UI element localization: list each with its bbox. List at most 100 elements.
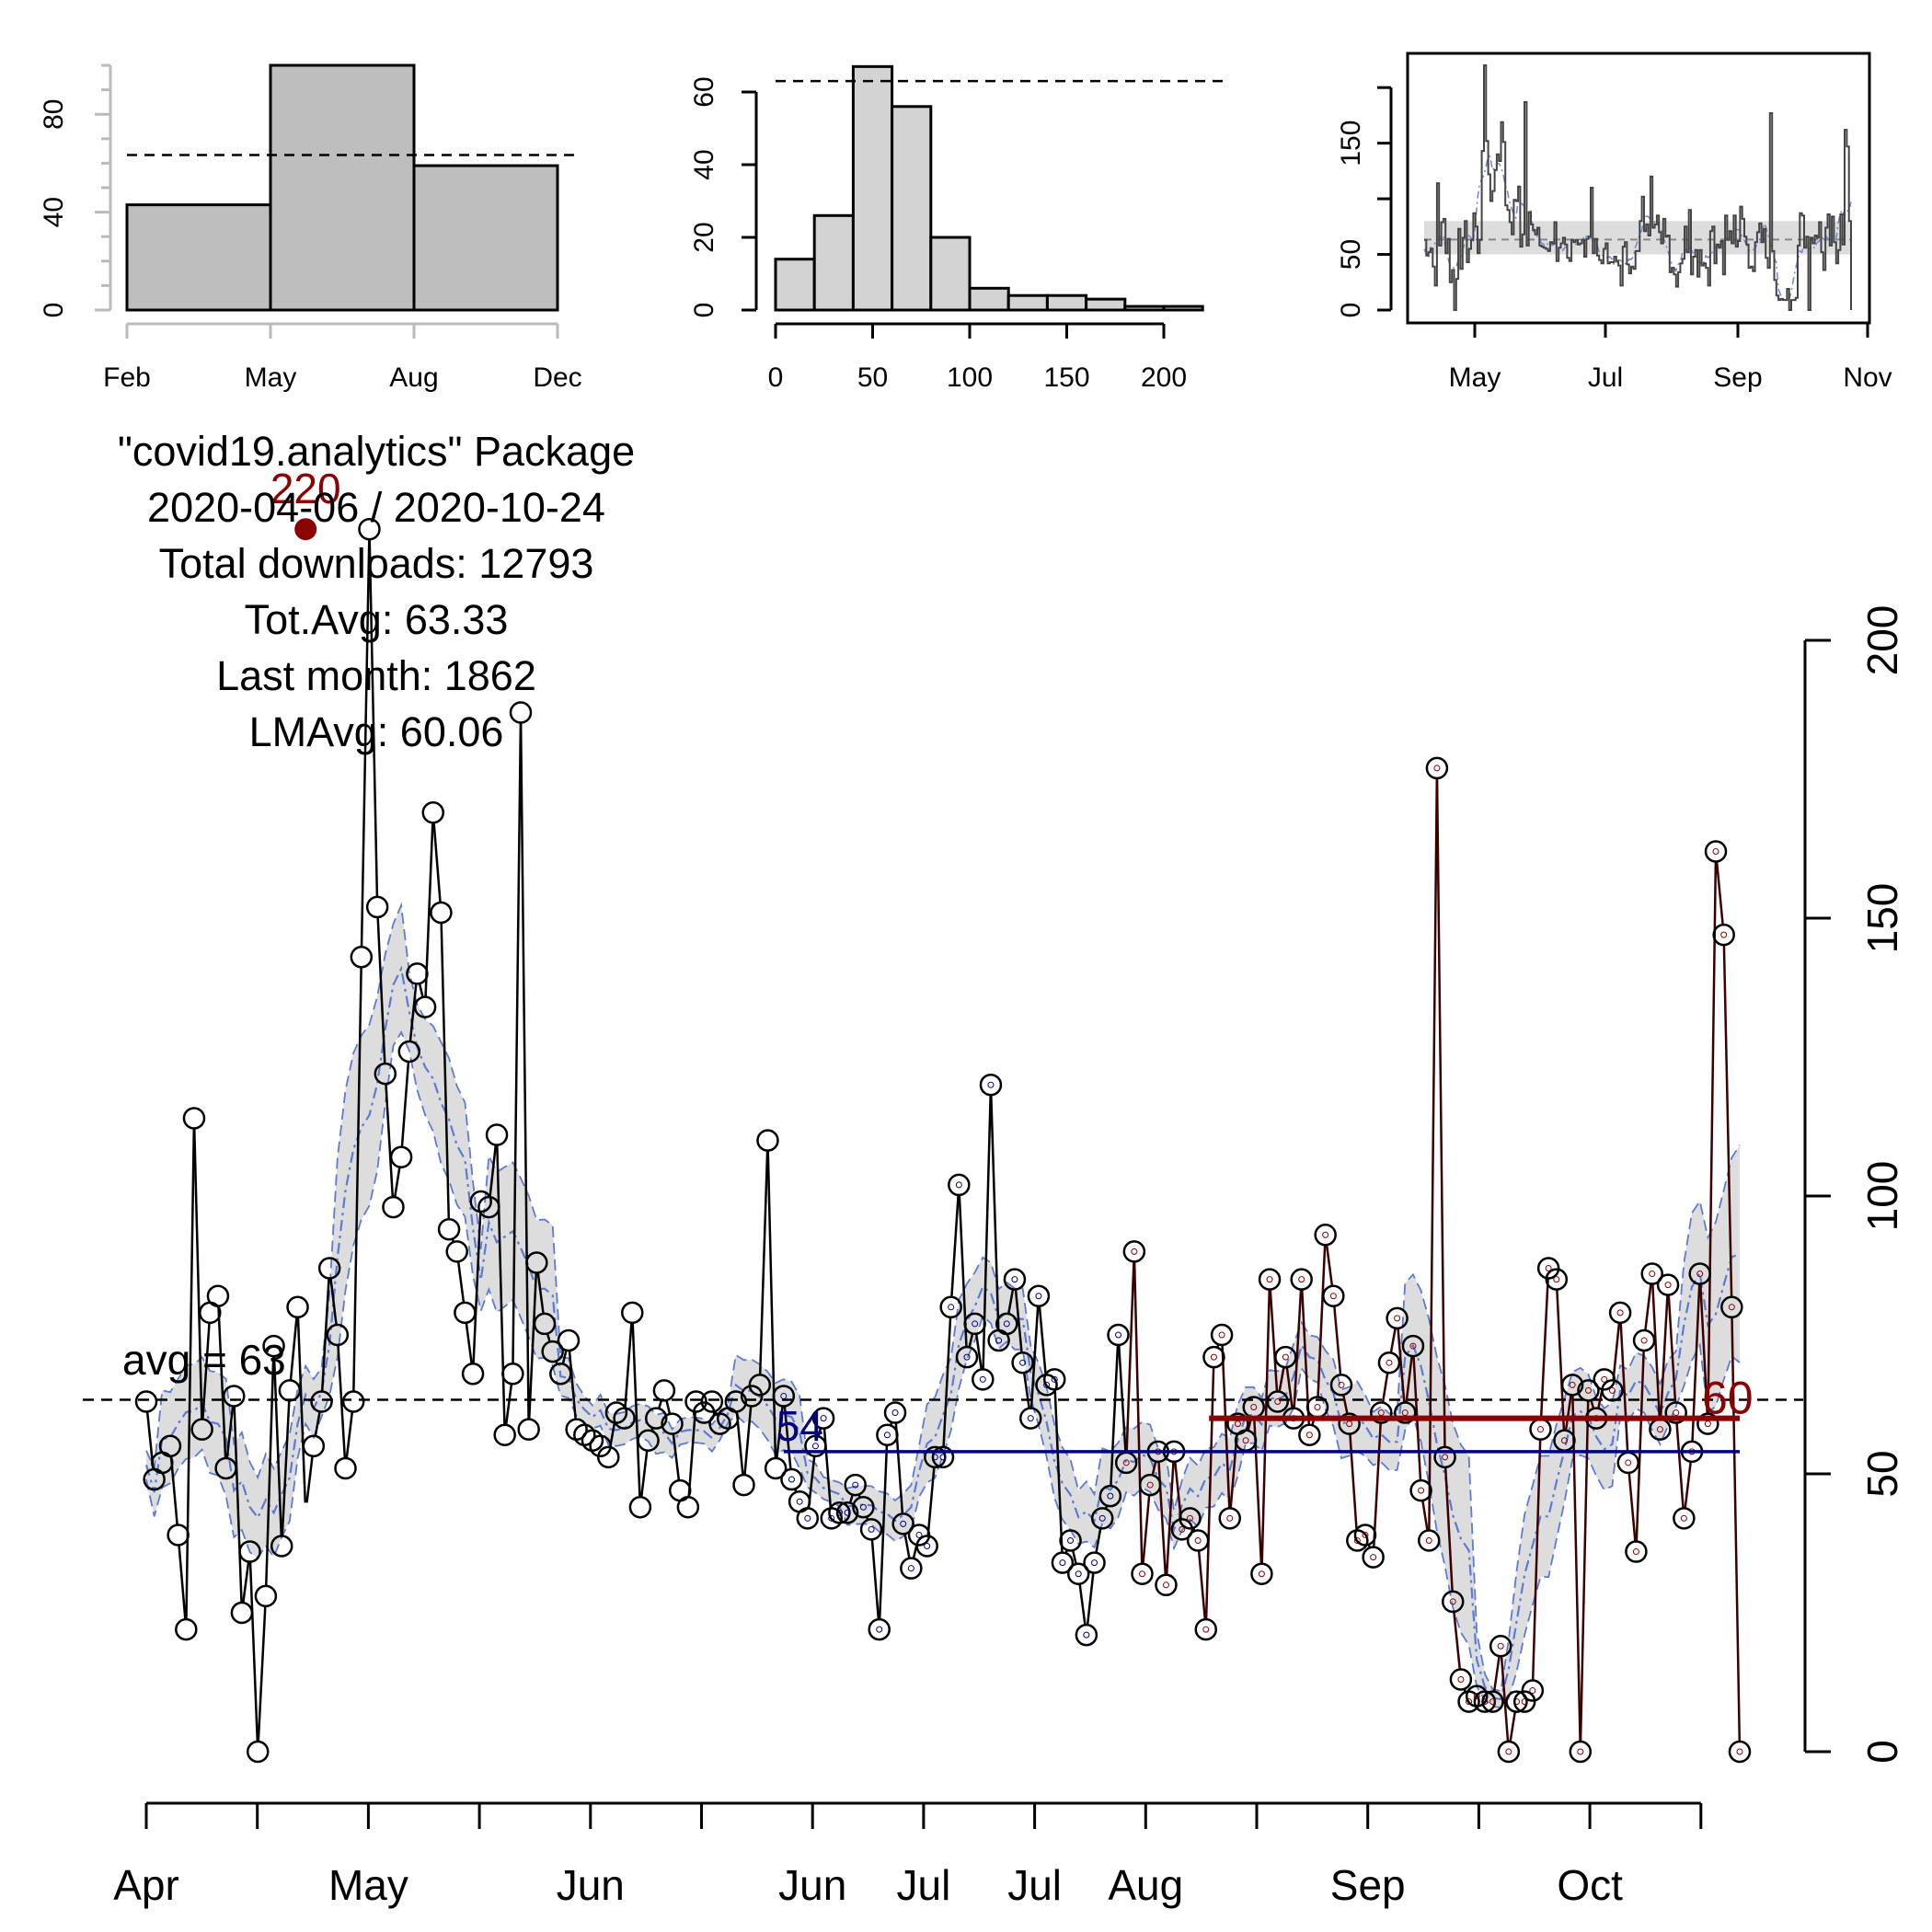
data-point	[1090, 1507, 1114, 1530]
data-point-inner	[924, 1543, 931, 1550]
series-segment	[817, 1427, 822, 1437]
data-point	[1529, 1418, 1552, 1441]
y-tick-label: 100	[1858, 1161, 1906, 1232]
band-lower-line	[145, 1030, 1741, 1708]
series-segment	[624, 1322, 633, 1409]
data-point	[1712, 923, 1735, 947]
series-segment	[743, 1406, 753, 1476]
data-point-inner	[1186, 1514, 1193, 1522]
data-point	[1656, 1273, 1680, 1296]
series-segment	[1317, 1245, 1327, 1397]
data-point-inner	[1466, 1698, 1473, 1706]
data-point-inner	[972, 1320, 979, 1328]
data-point-inner	[1194, 1536, 1202, 1544]
x-tick-label: Sep	[1330, 1861, 1406, 1909]
data-point	[223, 1385, 246, 1408]
series-segment	[257, 1605, 267, 1742]
data-point	[158, 1434, 182, 1458]
series-segment	[504, 1384, 513, 1425]
series-segment	[472, 1211, 482, 1364]
last-month-downloads: Last month: 1862	[216, 652, 536, 699]
data-point	[995, 1312, 1018, 1336]
data-point	[1608, 1301, 1632, 1325]
data-point	[891, 1512, 914, 1535]
series-segment	[672, 1433, 681, 1481]
data-point-inner	[1680, 1514, 1687, 1522]
data-point-inner	[1489, 1698, 1497, 1706]
series-segment	[296, 1317, 307, 1503]
data-point	[621, 1301, 644, 1325]
data-point-inner	[1640, 1337, 1648, 1344]
data-point-inner	[979, 1375, 986, 1383]
y-tick-label: 20	[689, 222, 719, 252]
inset-step-line	[1424, 64, 1852, 311]
data-point	[517, 1418, 540, 1441]
series-segment	[848, 1494, 854, 1504]
period-average-label-a: 54	[776, 1402, 823, 1450]
x-tick-label: May	[245, 362, 297, 393]
data-point-inner	[844, 1509, 851, 1516]
data-point-inner	[891, 1409, 899, 1417]
series-segment	[1325, 1245, 1334, 1286]
data-point	[844, 1473, 867, 1497]
data-point	[1720, 1295, 1743, 1319]
data-point	[1362, 1546, 1385, 1569]
series-segment	[265, 1356, 275, 1586]
data-point	[493, 1423, 516, 1446]
data-point-inner	[811, 1443, 819, 1450]
data-point-inner	[1059, 1559, 1066, 1567]
data-point-inner	[1162, 1581, 1169, 1589]
data-point	[454, 1301, 477, 1325]
histogram-panel: 0 20 40 60 0 50 100 150 200	[689, 64, 1224, 393]
x-tick-label: 50	[857, 362, 888, 393]
series-segment	[766, 1150, 777, 1458]
series-segment	[1397, 1328, 1406, 1403]
data-point	[804, 1434, 827, 1458]
data-point-inner	[1449, 1598, 1456, 1605]
histogram-bar	[968, 286, 1010, 312]
series-segment	[1691, 1283, 1701, 1442]
data-point-inner	[1122, 1459, 1130, 1466]
data-point-inner	[907, 1565, 914, 1572]
series-segment	[968, 1333, 974, 1348]
data-point	[1274, 1345, 1297, 1369]
x-tick-label: Jul	[1007, 1861, 1062, 1909]
y-tick-label: 150	[1858, 883, 1906, 954]
y-tick-label: 50	[1858, 1450, 1906, 1497]
data-point-inner	[1250, 1404, 1258, 1411]
data-point-inner	[828, 1514, 835, 1522]
x-tick-label: May	[1449, 362, 1501, 393]
data-point-inner	[1075, 1570, 1082, 1578]
data-point	[1418, 1529, 1441, 1552]
histogram-bar	[1085, 297, 1127, 312]
data-point-inner	[1043, 1381, 1051, 1388]
data-point-inner	[963, 1353, 971, 1361]
series-segment	[289, 1317, 298, 1381]
data-point-inner	[1497, 1642, 1504, 1650]
series-segment	[1381, 1372, 1389, 1403]
data-point	[230, 1601, 254, 1625]
inset-smooth-line	[1423, 155, 1852, 301]
x-tick-label: Jun	[557, 1861, 625, 1909]
data-point	[406, 962, 429, 985]
series-segment	[568, 1350, 577, 1420]
series-segment	[776, 1406, 784, 1459]
data-point	[1202, 1345, 1225, 1369]
data-point	[1027, 1284, 1051, 1307]
data-point-inner	[1577, 1748, 1584, 1755]
data-point	[501, 1363, 524, 1386]
data-point-inner	[1386, 1359, 1393, 1366]
data-point-inner	[1394, 1315, 1401, 1322]
series-segment	[192, 1128, 203, 1420]
y-tick-label: 0	[689, 303, 719, 318]
series-segment	[329, 1278, 338, 1326]
x-tick-label: 150	[1043, 362, 1089, 393]
data-point	[238, 1540, 261, 1563]
data-point	[270, 1535, 293, 1558]
series-segment	[1443, 1466, 1454, 1593]
data-point	[1370, 1401, 1393, 1424]
data-point	[350, 946, 374, 969]
data-point	[835, 1501, 859, 1524]
data-point	[1481, 1690, 1504, 1713]
data-point	[1577, 1379, 1600, 1402]
